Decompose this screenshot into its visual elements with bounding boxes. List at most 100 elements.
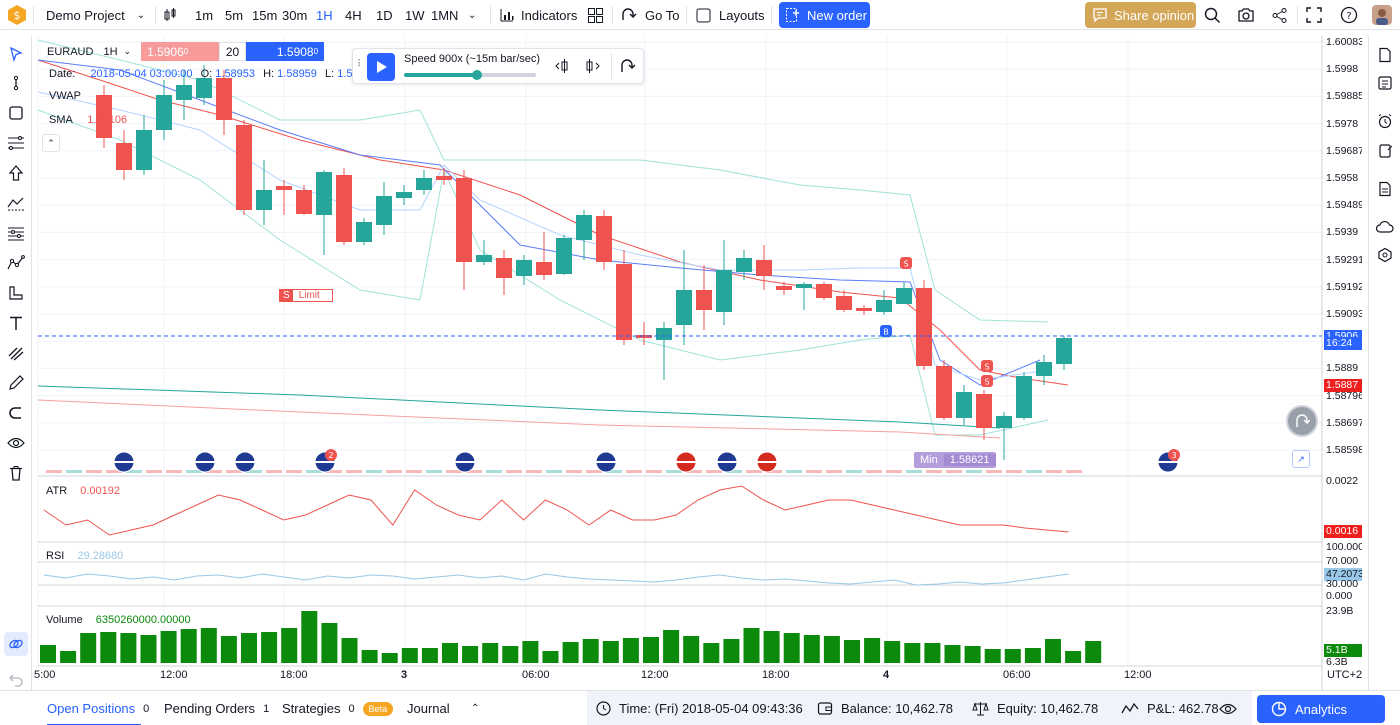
rectangle-icon — [9, 106, 23, 120]
reports-button[interactable] — [1374, 178, 1396, 200]
main-volume-bar — [46, 470, 62, 473]
layouts-button[interactable]: Layouts — [696, 0, 765, 30]
volume-bar — [522, 641, 539, 663]
chevron-down-icon[interactable]: ⌄ — [468, 9, 477, 21]
rsi-legend[interactable]: RSI 29.28680 — [46, 550, 123, 562]
visibility-toggle[interactable] — [1219, 691, 1237, 725]
main-volume-bar — [706, 470, 722, 473]
undo-tool[interactable] — [5, 668, 27, 690]
watchlist-button[interactable] — [1374, 44, 1396, 66]
cloud-button[interactable] — [1374, 216, 1396, 238]
collapse-legend-button[interactable]: ⌃ — [42, 134, 60, 152]
comment-icon — [1093, 8, 1107, 23]
tab-strategies[interactable]: Strategies 0 Beta — [282, 691, 394, 725]
avatar[interactable] — [1372, 0, 1392, 30]
jump-to-button[interactable] — [619, 58, 637, 77]
visibility-tool[interactable] — [5, 432, 27, 454]
goto-button[interactable]: Go To — [620, 0, 679, 30]
tf-1mn[interactable]: 1MN — [431, 7, 459, 23]
buy-price-button[interactable]: 1.5908 0 — [246, 42, 325, 61]
limit-order-label[interactable]: S Limit — [279, 289, 333, 302]
screenshot-button[interactable] — [1237, 0, 1255, 30]
search-button[interactable] — [1204, 0, 1221, 30]
share-button[interactable] — [1271, 0, 1288, 30]
event-count-badge — [325, 449, 337, 461]
volume-bar — [502, 646, 519, 663]
tab-pending-orders[interactable]: Pending Orders 1 — [164, 691, 269, 725]
delete-tool[interactable] — [5, 462, 27, 484]
rectangle-tool[interactable] — [5, 102, 27, 124]
pattern-tool[interactable] — [5, 192, 27, 214]
alarm-button[interactable] — [1374, 110, 1396, 132]
timezone-label[interactable]: UTC+2 — [1327, 669, 1363, 681]
drag-handle-icon[interactable]: ⠇ — [357, 59, 365, 70]
scroll-to-realtime-button[interactable] — [1286, 405, 1318, 437]
pencil-tool[interactable] — [5, 372, 27, 394]
main-volume-bar — [886, 470, 902, 473]
templates-button[interactable] — [587, 0, 604, 30]
sell-price-button[interactable]: 1.5906 0 — [141, 42, 220, 61]
tf-1d[interactable]: 1D — [376, 7, 393, 23]
volume-bar — [924, 643, 941, 663]
path-tool[interactable] — [5, 252, 27, 274]
gann-tool[interactable] — [5, 222, 27, 244]
share-opinion-button[interactable]: Share opinion — [1085, 2, 1196, 28]
new-order-button[interactable]: New order — [779, 2, 870, 28]
chevron-down-icon[interactable]: ⌄ — [123, 46, 132, 56]
step-back-button[interactable] — [554, 58, 572, 77]
main-volume-bar — [546, 470, 562, 473]
magnet-tool[interactable] — [5, 402, 27, 424]
tf-1m[interactable]: 1m — [195, 7, 214, 23]
cursor-tool[interactable] — [5, 43, 27, 65]
arrow-up-tool[interactable] — [5, 162, 27, 184]
tf-1w[interactable]: 1W — [405, 7, 425, 23]
candle-body — [936, 366, 952, 418]
volume-legend[interactable]: Volume 6350260000.00000 — [46, 614, 191, 626]
brush-tool[interactable] — [5, 342, 27, 364]
tf-5m[interactable]: 5m — [225, 7, 244, 23]
tf-30m[interactable]: 30m — [282, 7, 308, 23]
step-forward-button[interactable] — [584, 58, 602, 77]
main-volume-bar — [586, 470, 602, 473]
auto-scale-button[interactable]: ↗ — [1292, 450, 1310, 468]
main-volume-bar — [106, 470, 122, 473]
sma-legend[interactable]: SMA 1.59106 — [49, 114, 127, 126]
fullscreen-button[interactable] — [1306, 0, 1322, 30]
tab-open-positions[interactable]: Open Positions 0 — [47, 691, 149, 725]
news-button[interactable] — [1374, 72, 1396, 94]
rsi-axis-30: 30.000 — [1326, 578, 1359, 590]
play-button[interactable] — [367, 53, 395, 81]
speed-slider-knob[interactable] — [471, 70, 482, 80]
quantity-input[interactable]: 20 — [219, 42, 247, 61]
trend-line-tool[interactable] — [5, 72, 27, 94]
tf-1h[interactable]: 1H — [316, 7, 333, 23]
notes-button[interactable] — [1374, 140, 1396, 162]
chevron-up-icon[interactable]: ⌃ — [471, 703, 480, 714]
tf-4h[interactable]: 4H — [345, 7, 362, 23]
tab-journal[interactable]: Journal — [407, 701, 450, 716]
main-volume-bar — [746, 470, 762, 473]
gann-icon — [8, 227, 24, 241]
analytics-button[interactable]: Analytics — [1257, 695, 1385, 723]
symbol-name[interactable]: EURAUD — [47, 45, 94, 58]
text-tool[interactable] — [5, 312, 27, 334]
tf-15m[interactable]: 15m — [252, 7, 278, 23]
indicators-button[interactable]: Indicators — [499, 0, 577, 30]
volume-bar — [823, 636, 840, 663]
atr-legend[interactable]: ATR 0.00192 — [46, 485, 120, 497]
sync-drawings-tool[interactable] — [4, 632, 28, 656]
main-volume-bar — [986, 470, 1002, 473]
measure-tool[interactable] — [5, 282, 27, 304]
symbol-interval[interactable]: 1H — [103, 45, 118, 58]
grid-icon — [588, 7, 603, 23]
settings-button[interactable] — [1374, 244, 1396, 266]
pnl-chart-icon — [1121, 702, 1139, 714]
candle-type-button[interactable] — [162, 0, 178, 30]
vwap-legend[interactable]: VWAP — [49, 90, 81, 102]
fib-tool[interactable] — [5, 132, 27, 154]
main-volume-bar — [726, 470, 742, 473]
speed-slider[interactable] — [404, 70, 536, 80]
project-selector[interactable]: Demo Project ⌄ — [46, 0, 145, 30]
help-button[interactable]: ? — [1340, 0, 1358, 30]
